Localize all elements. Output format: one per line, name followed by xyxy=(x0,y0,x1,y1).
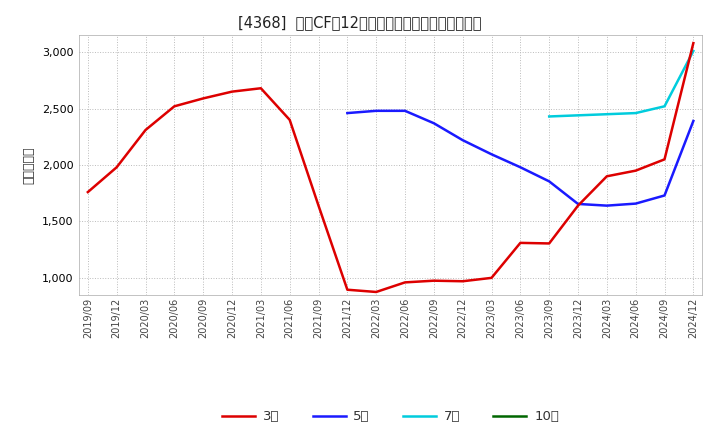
3年 xyxy=(170,104,179,109)
Legend: 3年, 5年, 7年, 10年: 3年, 5年, 7年, 10年 xyxy=(222,411,559,423)
3年 xyxy=(112,165,121,170)
3年 xyxy=(256,86,265,91)
7年 xyxy=(574,113,582,118)
7年 xyxy=(631,110,640,116)
3年 xyxy=(372,290,380,295)
Text: [4368]  営業CFの12か月移動合計の標準偏差の推移: [4368] 営業CFの12か月移動合計の標準偏差の推移 xyxy=(238,15,482,30)
3年 xyxy=(401,280,410,285)
3年 xyxy=(689,40,698,46)
Line: 5年: 5年 xyxy=(347,111,693,205)
5年 xyxy=(401,108,410,114)
3年 xyxy=(314,203,323,208)
7年 xyxy=(603,112,611,117)
3年 xyxy=(631,168,640,173)
7年 xyxy=(689,48,698,54)
5年 xyxy=(516,165,525,170)
5年 xyxy=(487,152,496,157)
3年 xyxy=(603,174,611,179)
3年 xyxy=(141,127,150,132)
3年 xyxy=(84,190,92,195)
3年 xyxy=(459,279,467,284)
5年 xyxy=(603,203,611,208)
7年 xyxy=(660,104,669,109)
Line: 3年: 3年 xyxy=(88,43,693,292)
5年 xyxy=(459,138,467,143)
5年 xyxy=(372,108,380,114)
5年 xyxy=(545,179,554,184)
5年 xyxy=(660,193,669,198)
3年 xyxy=(343,287,351,292)
7年 xyxy=(545,114,554,119)
3年 xyxy=(660,157,669,162)
3年 xyxy=(516,240,525,246)
5年 xyxy=(574,201,582,206)
Line: 7年: 7年 xyxy=(549,51,693,117)
5年 xyxy=(631,201,640,206)
3年 xyxy=(487,275,496,281)
3年 xyxy=(430,278,438,283)
5年 xyxy=(343,110,351,116)
3年 xyxy=(285,117,294,122)
Y-axis label: （百万円）: （百万円） xyxy=(22,146,35,184)
3年 xyxy=(199,96,207,101)
5年 xyxy=(430,121,438,126)
5年 xyxy=(689,118,698,124)
3年 xyxy=(545,241,554,246)
3年 xyxy=(228,89,236,94)
3年 xyxy=(574,203,582,208)
